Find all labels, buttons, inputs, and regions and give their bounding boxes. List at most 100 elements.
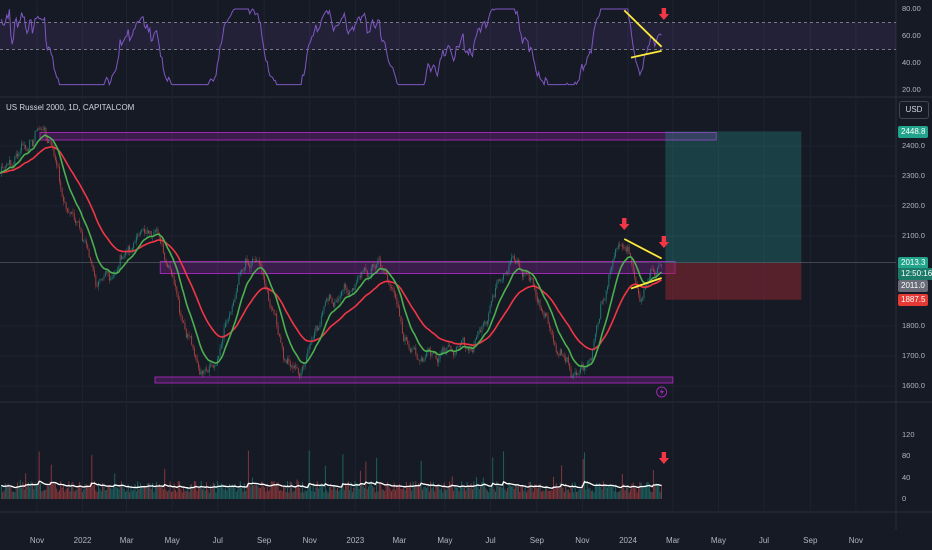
candle-body <box>365 267 367 271</box>
price-arrow-down <box>619 218 630 230</box>
candle-body <box>628 246 630 254</box>
volume-bar <box>220 483 222 499</box>
volume-bar <box>635 488 637 499</box>
rsi-tick-label: 20.00 <box>902 85 921 94</box>
volume-bar <box>592 490 594 499</box>
volume-bar <box>154 486 156 499</box>
candle-body <box>245 258 247 268</box>
volume-bar <box>127 484 129 499</box>
volume-bar <box>119 484 121 499</box>
candle-body <box>528 273 530 281</box>
volume-bar <box>318 488 320 499</box>
volume-bar <box>234 483 236 499</box>
volume-bar <box>295 486 297 499</box>
candle-body <box>565 357 567 363</box>
volume-bar <box>427 485 429 499</box>
volume-bar <box>142 486 144 499</box>
candle-body <box>393 289 395 294</box>
volume-bar <box>570 485 572 499</box>
candle-body <box>576 371 577 375</box>
volume-bar <box>95 490 97 499</box>
price-tick-label: 1800.0 <box>902 321 925 330</box>
volume-bar <box>571 482 573 499</box>
volume-bar <box>11 491 13 499</box>
candle-body <box>445 351 446 353</box>
volume-bar <box>609 483 611 499</box>
volume-bar <box>94 481 95 499</box>
candle-body <box>450 345 452 349</box>
volume-bar <box>642 487 644 499</box>
candle-body <box>125 252 126 255</box>
candle-body <box>269 300 271 308</box>
candle-body <box>239 272 241 274</box>
candle-body <box>289 361 291 367</box>
candle-body <box>409 348 411 353</box>
candle-body <box>605 290 607 300</box>
candle-body <box>69 212 71 214</box>
volume-bar <box>548 490 550 499</box>
candle-body <box>343 284 345 290</box>
candle-body <box>15 153 17 157</box>
candle-body <box>187 334 189 338</box>
candle-body <box>308 345 310 350</box>
candle-body <box>58 166 60 182</box>
volume-arrow-down <box>658 452 670 464</box>
candle-body <box>172 274 174 277</box>
volume-bar <box>472 489 473 499</box>
candle-body <box>331 298 333 303</box>
volume-bar <box>380 484 382 499</box>
volume-bar <box>474 487 476 499</box>
candle-body <box>497 279 499 283</box>
candle-body <box>292 365 294 369</box>
candle-body <box>405 337 407 341</box>
candle-body <box>392 288 394 290</box>
volume-bar <box>469 487 471 499</box>
candle-body <box>328 294 330 301</box>
candle-body <box>342 289 344 292</box>
candle-body <box>655 272 657 277</box>
volume-bar <box>135 491 137 499</box>
candle-body <box>345 284 347 288</box>
candle-body <box>401 321 403 334</box>
candle-body <box>589 358 591 362</box>
volume-bar <box>473 481 475 499</box>
volume-tick-label: 0 <box>902 494 907 503</box>
candle-body <box>304 363 306 367</box>
volume-bar <box>511 486 513 499</box>
candle-body <box>623 247 625 248</box>
volume-bar <box>436 484 438 499</box>
candle-body <box>350 290 352 292</box>
candle-body <box>258 260 260 264</box>
volume-bar <box>503 451 505 499</box>
volume-bar <box>499 486 500 499</box>
volume-bar <box>540 491 542 499</box>
volume-bar <box>14 492 16 499</box>
x-tick-label: Jul <box>212 536 223 545</box>
candle-body <box>122 256 124 259</box>
volume-bar <box>110 488 112 499</box>
volume-bar <box>554 488 556 499</box>
candle-body <box>481 325 483 333</box>
volume-bar <box>600 486 602 499</box>
volume-bar <box>563 491 565 499</box>
candle-body <box>632 263 634 271</box>
currency-button[interactable]: USD <box>899 101 929 119</box>
volume-bar <box>659 492 661 499</box>
volume-bar <box>361 483 363 499</box>
candle-body <box>478 330 480 332</box>
candle-body <box>296 367 298 369</box>
candle-body <box>490 301 492 306</box>
volume-bar <box>185 491 187 499</box>
candle-body <box>357 276 359 283</box>
candle-body <box>254 259 256 262</box>
candle-body <box>322 310 324 316</box>
volume-bar <box>658 484 660 499</box>
volume-bar <box>322 484 324 499</box>
price-tick-label: 2400.0 <box>902 141 925 150</box>
volume-bar <box>214 483 216 499</box>
volume-bar <box>242 491 244 499</box>
volume-bar <box>72 482 74 499</box>
volume-bar <box>381 489 383 499</box>
candle-body <box>428 348 430 350</box>
volume-bar <box>608 485 610 499</box>
